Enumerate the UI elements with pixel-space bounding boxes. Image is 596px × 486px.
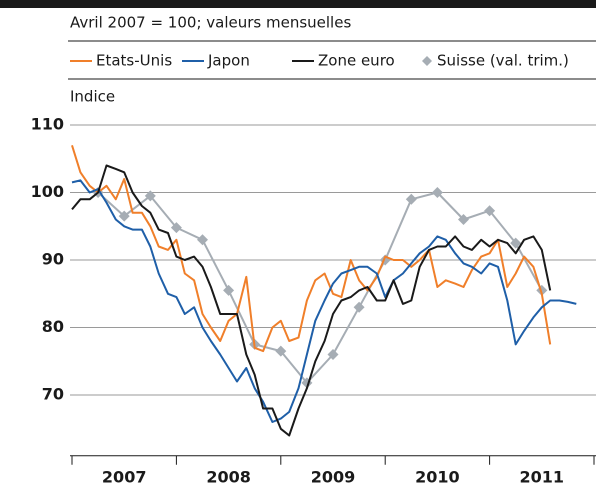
- data-point: [353, 301, 365, 313]
- top-bar: [0, 0, 596, 8]
- legend-marker: [422, 56, 432, 66]
- y-tick-label: 90: [42, 250, 64, 269]
- data-point: [484, 205, 496, 217]
- series-line: [71, 145, 552, 353]
- data-point: [405, 193, 417, 205]
- y-tick-label: 110: [31, 115, 64, 134]
- data-point: [510, 237, 522, 249]
- data-point: [144, 190, 156, 202]
- legend-label: Zone euro: [318, 52, 395, 70]
- legend-label: Japon: [207, 52, 250, 70]
- series-line: [71, 164, 552, 437]
- y-axis-label: Indice: [70, 88, 115, 106]
- data-point: [275, 345, 287, 357]
- y-tick-label: 80: [42, 317, 64, 336]
- data-point: [327, 349, 339, 360]
- x-tick-label: 2007: [102, 467, 147, 486]
- chart-subtitle: Avril 2007 = 100; valeurs mensuelles: [70, 14, 351, 32]
- data-point: [223, 284, 235, 296]
- x-tick-label: 2010: [415, 467, 460, 486]
- series-line: [71, 179, 577, 423]
- data-point: [170, 222, 182, 234]
- x-tick-label: 2008: [206, 467, 251, 486]
- data-point: [197, 234, 208, 246]
- data-point: [458, 214, 469, 225]
- legend-label: Etats-Unis: [96, 52, 172, 70]
- x-tick-label: 2009: [311, 467, 356, 486]
- legend-label: Suisse (val. trim.): [437, 52, 569, 70]
- data-point: [431, 187, 443, 198]
- y-tick-label: 70: [42, 385, 64, 404]
- x-tick-label: 2011: [520, 467, 565, 486]
- series-line: [97, 191, 543, 384]
- y-tick-label: 100: [31, 182, 64, 201]
- data-point: [118, 210, 130, 222]
